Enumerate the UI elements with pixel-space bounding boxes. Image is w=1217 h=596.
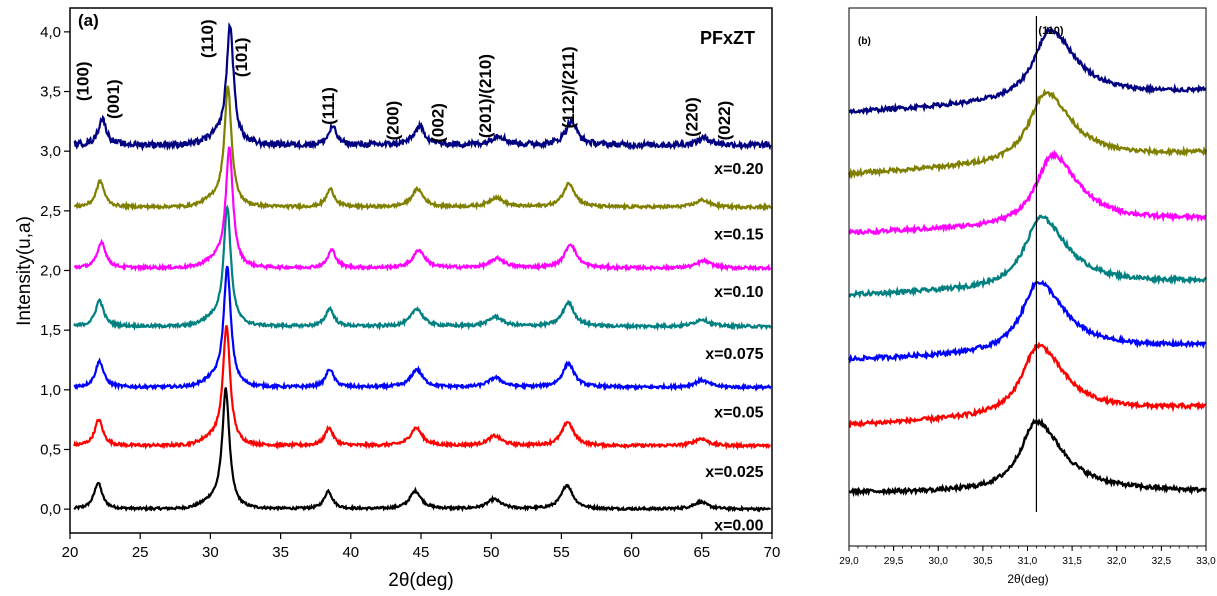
panel-b: 29,0 29,5 30,0 30,5 31,0 31,5 32,0 32,5 33,0 (b)… xyxy=(839,7,1216,586)
panel-b-x-axis: 29,0 29,5 30,0 30,5 31,0 31,5 32,0 32,5 33,0 xyxy=(839,546,1216,567)
y-tick-label: 4,0 xyxy=(40,24,61,41)
x-tick-label: 45 xyxy=(413,544,430,561)
series-line xyxy=(73,265,772,392)
x-tick-label: 31,0 xyxy=(1018,556,1038,567)
peak-label: (100) xyxy=(73,61,92,101)
panel-a-series xyxy=(73,21,772,513)
peak-label: (110) xyxy=(198,19,217,58)
panel-a: 20 25 30 35 40 45 50 55 60 65 70 0,0 0,5 1,0 1,5 2,0 2,… xyxy=(14,7,781,591)
series-line xyxy=(74,85,772,212)
peak-label: (111) xyxy=(319,87,338,125)
x-tick-label: 33,0 xyxy=(1196,556,1216,567)
x-tick-label: 30,0 xyxy=(929,556,949,567)
sample-label: x=0.15 xyxy=(714,227,763,244)
panel-a-x-axis-title: 2θ(deg) xyxy=(388,570,454,591)
series-line xyxy=(73,146,772,273)
series-line xyxy=(848,417,1208,498)
peak-label: (101) xyxy=(232,38,251,78)
y-tick-label: 3,0 xyxy=(40,143,61,160)
sample-label: x=0.00 xyxy=(714,518,763,535)
panel-b-series xyxy=(847,26,1208,498)
x-tick-label: 32,5 xyxy=(1152,556,1172,567)
x-tick-label: 32,0 xyxy=(1107,556,1127,567)
x-tick-label: 25 xyxy=(132,544,149,561)
x-tick-label: 20 xyxy=(62,544,79,561)
peak-label: (112)/(211) xyxy=(559,46,578,128)
series-line xyxy=(73,325,772,451)
y-tick-label: 2,5 xyxy=(40,203,61,220)
series-line xyxy=(847,279,1207,364)
x-tick-label: 30 xyxy=(202,544,219,561)
panel-a-sample-labels: x=0.20 x=0.15 x=0.10 x=0.075 x=0.05 x=0.025 x=… xyxy=(705,161,763,535)
peak-label: (200) xyxy=(384,101,403,141)
peak-label: (022) xyxy=(715,101,734,141)
series-line xyxy=(848,26,1207,116)
panel-a-tag: (a) xyxy=(78,11,99,30)
x-tick-label: 35 xyxy=(272,544,289,561)
panel-b-tag: (b) xyxy=(858,36,871,47)
panel-a-title: PFxZT xyxy=(700,28,755,48)
sample-label: x=0.025 xyxy=(705,464,763,481)
sample-label: x=0.05 xyxy=(714,404,763,421)
series-line xyxy=(848,341,1207,429)
peak-label: (201)/(210) xyxy=(476,54,495,138)
panel-a-y-axis: 0,0 0,5 1,0 1,5 2,0 2,5 3,0 3,5 4,0 xyxy=(40,24,70,518)
series-line xyxy=(848,214,1207,299)
series-line xyxy=(848,149,1207,236)
x-tick-label: 30,5 xyxy=(973,556,993,567)
x-tick-label: 29,0 xyxy=(839,556,859,567)
sample-label: x=0.10 xyxy=(714,284,763,301)
x-tick-label: 70 xyxy=(764,544,781,561)
y-tick-label: 0,5 xyxy=(40,441,61,458)
y-tick-label: 0,0 xyxy=(40,501,61,518)
y-tick-label: 3,5 xyxy=(40,84,61,101)
series-line xyxy=(847,88,1208,180)
panel-a-frame xyxy=(69,7,773,534)
panel-b-reference-label: (110) xyxy=(1038,25,1063,37)
peak-label: (001) xyxy=(104,79,123,119)
x-tick-label: 65 xyxy=(693,544,710,561)
y-tick-label: 1,0 xyxy=(40,382,61,399)
sample-label: x=0.20 xyxy=(714,161,763,178)
x-tick-label: 31,5 xyxy=(1062,556,1082,567)
peak-label: (220) xyxy=(683,97,702,137)
y-tick-label: 2,0 xyxy=(40,263,61,280)
panel-a-x-axis: 20 25 30 35 40 45 50 55 60 65 70 xyxy=(62,533,781,561)
panel-a-peak-labels: (100) (001) (110) (101) (111) (200) (002) (201)… xyxy=(73,19,734,142)
x-tick-label: 60 xyxy=(623,544,640,561)
series-line xyxy=(73,21,772,152)
x-tick-label: 50 xyxy=(483,544,500,561)
x-tick-label: 29,5 xyxy=(884,556,904,567)
panel-a-y-axis-title: Intensity(u,a) xyxy=(14,216,35,326)
series-line xyxy=(73,387,772,513)
x-tick-label: 40 xyxy=(342,544,359,561)
sample-label: x=0.075 xyxy=(705,346,763,363)
x-tick-label: 55 xyxy=(553,544,570,561)
peak-label: (002) xyxy=(429,103,448,143)
panel-b-x-axis-title: 2θ(deg) xyxy=(1007,572,1048,586)
series-line xyxy=(73,204,772,332)
y-tick-label: 1,5 xyxy=(40,322,61,339)
